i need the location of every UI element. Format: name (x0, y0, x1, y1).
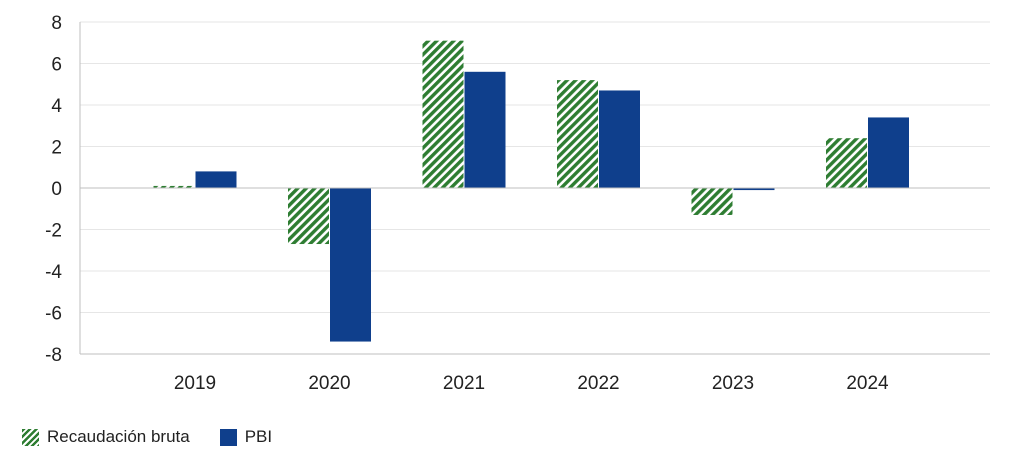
legend-item-pbi: PBI (219, 427, 273, 447)
bar-recaudacion-bruta (826, 138, 867, 188)
legend-label-recaudacion: Recaudación bruta (47, 427, 190, 446)
legend-item-recaudacion: Recaudación bruta (22, 427, 190, 447)
y-tick-label: -2 (45, 221, 62, 242)
bar-pbi (868, 117, 909, 188)
x-tick-label: 2019 (174, 373, 216, 394)
bar-pbi (464, 71, 506, 188)
bar-pbi (195, 171, 237, 188)
axes (79, 22, 990, 355)
bar-pbi (733, 188, 775, 191)
bars (153, 40, 909, 342)
y-tick-label: 8 (51, 13, 62, 34)
y-tick-label: -6 (45, 304, 62, 325)
y-tick-label: 6 (51, 55, 62, 76)
bar-pbi (330, 188, 371, 342)
legend: Recaudación bruta PBI (22, 427, 302, 447)
y-tick-label: 4 (51, 96, 62, 117)
legend-label-pbi: PBI (244, 427, 273, 446)
bar-recaudacion-bruta (557, 80, 598, 188)
x-tick-label: 2024 (846, 373, 889, 394)
bar-recaudacion-bruta (691, 188, 733, 215)
y-tick-label: -4 (45, 262, 62, 283)
x-tick-label: 2022 (577, 373, 619, 394)
gridlines (80, 21, 990, 355)
x-tick-label: 2023 (712, 373, 754, 394)
bar-recaudacion-bruta (288, 188, 329, 245)
x-tick-label: 2021 (443, 373, 485, 394)
legend-swatch-recaudacion (22, 428, 39, 446)
x-tick-label: 2020 (308, 373, 350, 394)
y-tick-label: 2 (51, 138, 62, 159)
bar-recaudacion-bruta (153, 185, 195, 188)
legend-swatch-pbi (219, 428, 237, 446)
bar-chart: 8 6 4 2 0 -2 -4 -6 -8 2019 2020 2021 2022 2023 2024 (45, 13, 990, 394)
bar-recaudacion-bruta (422, 40, 464, 188)
tick-labels: 8 6 4 2 0 -2 -4 -6 -8 2019 2020 2021 2022 2023 2024 (45, 13, 889, 394)
y-tick-label: -8 (45, 345, 62, 366)
bar-pbi (599, 90, 640, 188)
y-tick-label: 0 (51, 179, 62, 200)
